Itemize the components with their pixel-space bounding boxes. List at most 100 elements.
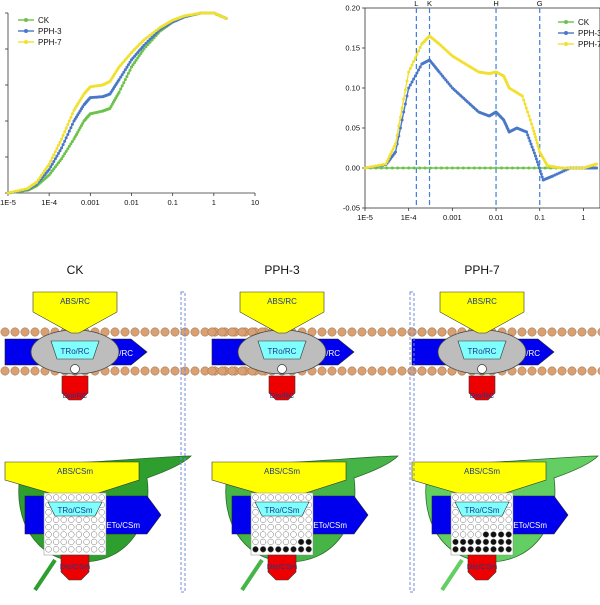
reaction-center-circle <box>277 364 287 374</box>
data-point-CK <box>70 140 74 143</box>
reaction-center-open <box>490 523 497 531</box>
x-tick-label: 1 <box>212 198 216 207</box>
data-point-PPH-3 <box>57 151 60 155</box>
dio-rc-shape <box>61 375 89 401</box>
abs-rc-label: ABS/RC <box>467 297 497 306</box>
data-point-PPH-3 <box>52 160 56 163</box>
data-point-PPH-7 <box>38 176 42 180</box>
data-point-CK <box>126 71 130 75</box>
legend-marker <box>564 31 568 35</box>
lipid-head <box>130 366 140 376</box>
data-point-PPH-3 <box>403 102 407 106</box>
data-point-PPH-7 <box>57 143 60 147</box>
reaction-center-open <box>68 546 75 553</box>
reaction-center-open <box>60 494 67 501</box>
diagram-title: PPH-3 <box>264 263 300 277</box>
reaction-center-open <box>290 538 297 546</box>
dio-rc-label: DIo/RC <box>270 391 295 400</box>
data-point-PPH-3 <box>120 73 124 77</box>
reaction-center-closed <box>482 531 490 538</box>
lipid-head <box>337 366 347 376</box>
reaction-center-open <box>497 516 505 523</box>
data-point-CK <box>133 61 137 64</box>
data-point-PPH-3 <box>413 74 417 78</box>
data-point-PPH-3 <box>528 139 532 143</box>
lipid-head <box>567 327 577 337</box>
abs-csm-label: ABS/CSm <box>57 467 93 476</box>
data-point-PPH-7 <box>368 165 372 169</box>
reaction-center-open <box>98 531 105 538</box>
abs-rc-label: ABS/RC <box>60 297 90 306</box>
dio-csm-label: DIo/CSm <box>467 562 497 571</box>
data-point-PPH-3 <box>407 86 411 90</box>
lipid-head <box>0 366 10 376</box>
legend-label: PPH-7 <box>578 40 600 49</box>
reaction-center-closed <box>475 546 482 553</box>
data-point-PPH-3 <box>444 78 448 82</box>
data-point-CK <box>379 166 383 170</box>
data-point-PPH-7 <box>573 166 577 170</box>
reaction-center-closed <box>482 546 490 553</box>
data-point-CK <box>439 166 443 170</box>
reaction-center-open <box>259 531 267 538</box>
data-point-PPH-3 <box>128 60 132 64</box>
dio-csm-label: DIo/CSm <box>267 562 297 571</box>
eto-rc-label: ETo/RC <box>312 349 340 358</box>
reaction-center-open <box>90 538 98 546</box>
data-point-CK <box>385 166 389 170</box>
data-point-PPH-7 <box>526 110 530 114</box>
reaction-center-open <box>252 509 259 516</box>
y-tick-label: 0.15 <box>345 44 360 53</box>
data-point-PPH-7 <box>530 122 534 126</box>
lipid-head <box>527 366 537 376</box>
reaction-center-open <box>297 516 305 523</box>
reaction-center-closed <box>275 546 282 553</box>
reaction-center-open <box>259 516 267 523</box>
dio-csm-label: DIo/CSm <box>60 562 90 571</box>
data-point-PPH-3 <box>152 33 156 37</box>
reaction-center-open <box>459 494 467 501</box>
tro-csm-label: TRo/CSm <box>57 506 92 515</box>
lipid-head <box>217 327 227 337</box>
reaction-center-open <box>290 531 297 538</box>
data-point-PPH-7 <box>21 188 25 192</box>
data-point-PPH-7 <box>399 115 402 119</box>
dio-rc-label: DIo/RC <box>470 391 495 400</box>
data-point-PPH-7 <box>52 153 56 157</box>
data-point-PPH-3 <box>442 76 446 80</box>
data-point-CK <box>521 166 525 170</box>
data-point-PPH-7 <box>523 102 527 106</box>
data-point-CK <box>527 166 531 170</box>
x-tick-label: 1E-4 <box>41 198 57 207</box>
eto-csm-label: ETo/CSm <box>513 521 547 530</box>
data-point-PPH-3 <box>49 165 53 169</box>
lipid-head <box>367 327 377 337</box>
reaction-center-closed <box>505 538 512 546</box>
data-point-PPH-3 <box>148 37 152 41</box>
data-point-PPH-7 <box>53 150 57 154</box>
data-point-PPH-3 <box>536 163 540 167</box>
reaction-center-open <box>475 494 482 501</box>
reaction-center-open <box>482 523 490 531</box>
x-tick-label: 1 <box>581 213 585 222</box>
lipid-head <box>317 366 327 376</box>
data-point-CK <box>49 171 53 175</box>
data-point-PPH-7 <box>528 118 532 122</box>
data-point-PPH-7 <box>392 145 396 148</box>
reaction-center-closed <box>505 531 512 538</box>
data-point-PPH-7 <box>379 163 383 167</box>
reaction-center-open <box>490 494 497 501</box>
data-point-CK <box>516 166 520 170</box>
data-point-PPH-7 <box>366 166 370 169</box>
data-point-CK <box>73 135 77 139</box>
data-point-PPH-7 <box>43 169 46 173</box>
tro-csm-shape <box>254 501 310 517</box>
lipid-head <box>140 366 150 376</box>
data-point-PPH-3 <box>412 77 416 81</box>
data-point-PPH-7 <box>16 189 20 193</box>
data-point-CK <box>445 166 449 170</box>
lipid-head <box>130 327 140 337</box>
data-point-PPH-7 <box>35 180 39 184</box>
reaction-center-closed <box>452 546 459 553</box>
lipid-head <box>437 366 447 376</box>
